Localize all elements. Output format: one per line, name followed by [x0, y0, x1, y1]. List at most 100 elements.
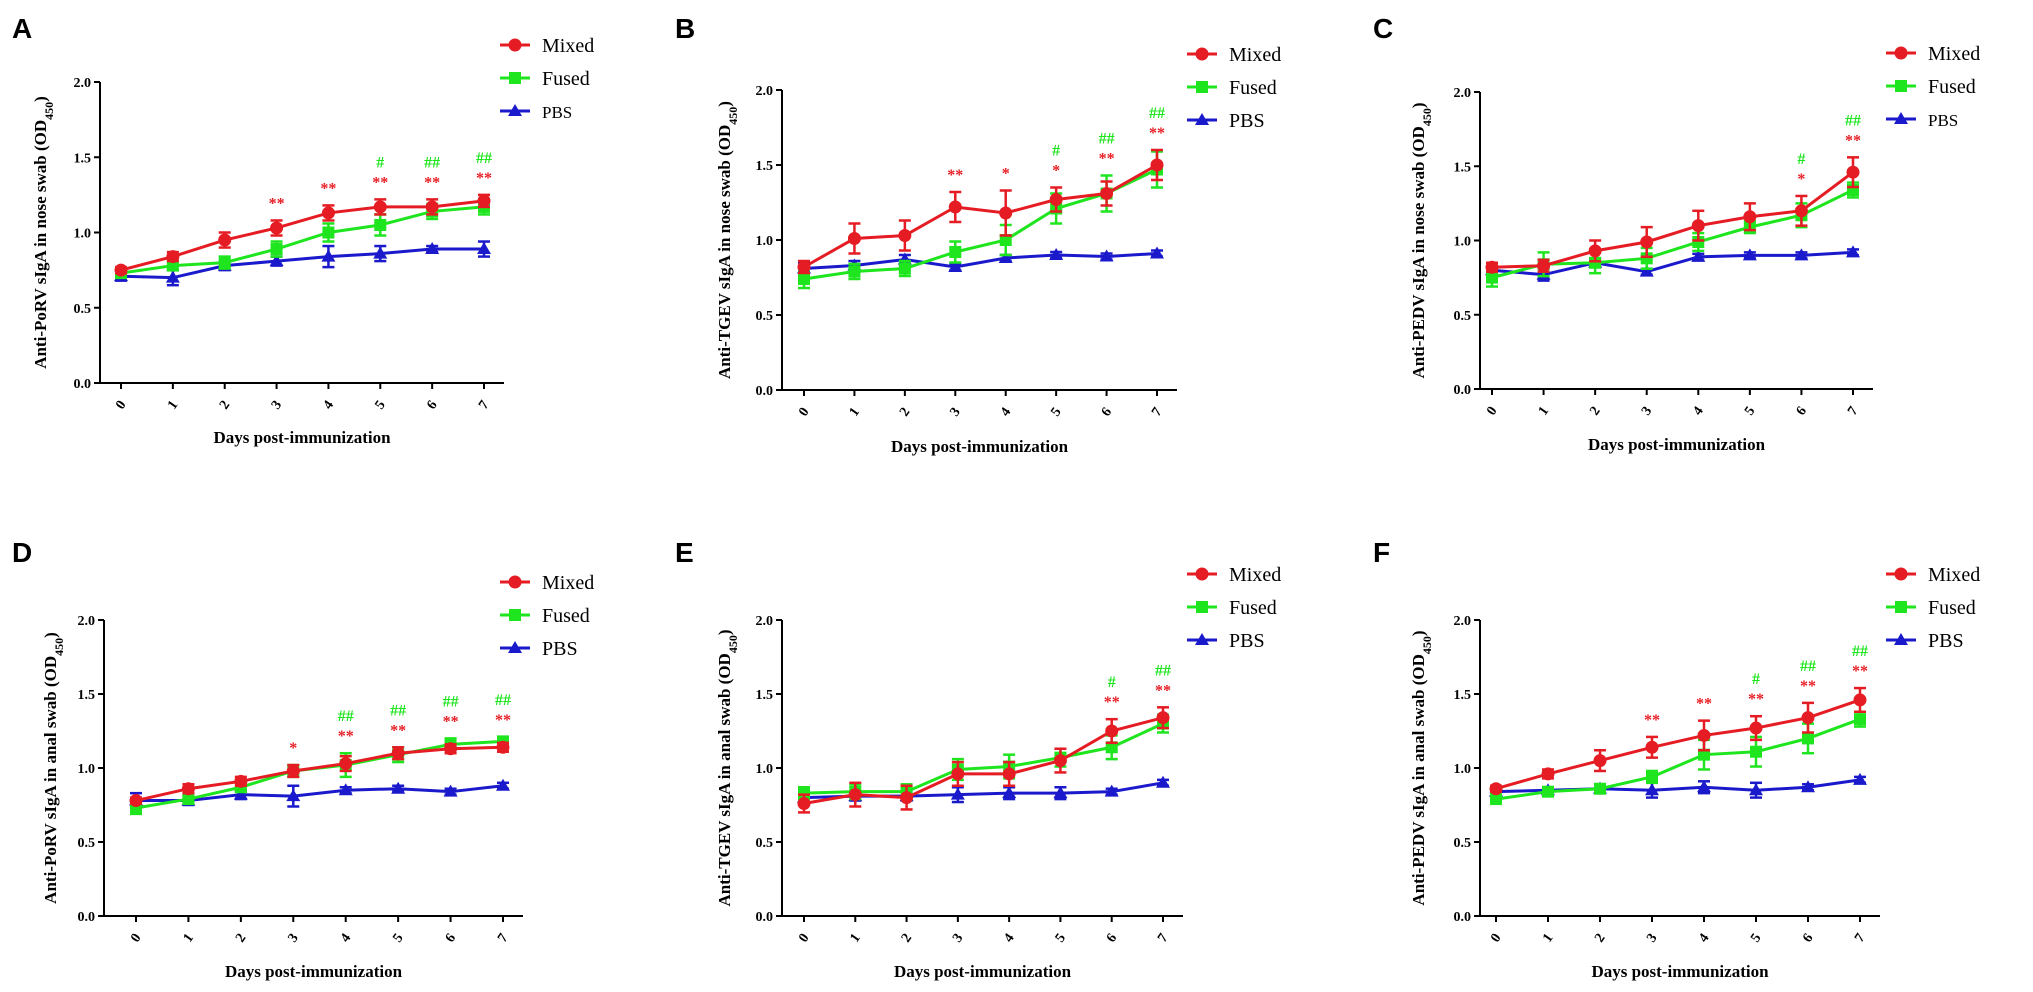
y-tick-label: 1.5 [74, 151, 92, 166]
pbs-point [373, 246, 388, 259]
x-tick-label: 6 [424, 398, 440, 412]
significance-mixed: ** [1644, 712, 1660, 729]
significance-fused: # [1752, 671, 1760, 688]
significance-fused: # [1797, 151, 1805, 168]
pbs-point [1853, 772, 1867, 785]
fused-point [1490, 793, 1502, 806]
fused-point [166, 259, 179, 272]
panel-b: B 0.0 0.5 1.0 1.5 2.0 0 1 2 3 4 5 6 7 Days post-immuni… [675, 13, 1281, 456]
significance-fused: ## [390, 702, 406, 719]
significance-mixed: ** [372, 174, 388, 191]
x-tick-label: 5 [390, 931, 406, 945]
significance-fused: ## [1845, 112, 1861, 129]
x-tick-label: 7 [1149, 405, 1165, 419]
legend-label-fused: Fused [542, 605, 590, 627]
fused-point [798, 787, 810, 800]
mixed-point [1053, 754, 1067, 768]
pbs-point [1002, 786, 1017, 799]
x-tick-label: 5 [373, 398, 389, 412]
y-tick-label: 0.5 [74, 302, 92, 317]
pbs-point [477, 242, 491, 255]
significance-fused: ## [1099, 131, 1115, 148]
significance-mixed: * [1002, 166, 1010, 183]
y-axis-label-main: Anti-PoRV sIgA in anal swab (OD [41, 656, 60, 904]
panel-letter: C [1373, 13, 1393, 44]
mixed-point [444, 742, 458, 756]
y-axis-label-end: ) [41, 632, 60, 638]
pbs-point [998, 251, 1013, 263]
fused-point [1692, 235, 1705, 248]
pbs-point [391, 781, 406, 794]
fused-point [1542, 785, 1554, 798]
panel-letter: D [12, 537, 32, 568]
y-axis-label-end: ) [31, 96, 50, 102]
legend: Mixed Fused PBS [1886, 564, 1980, 652]
fused-point [270, 243, 283, 256]
mixed-point [1593, 754, 1607, 768]
significance-mixed: * [1797, 171, 1805, 188]
y-axis-label: Anti-PoRV sIgA in anal swab (OD450) [41, 632, 66, 904]
fused-point [1105, 741, 1118, 754]
significance-fused: ## [1800, 658, 1816, 675]
legend-label-pbs: PBS [1928, 111, 1958, 130]
pbs-point [1156, 775, 1170, 788]
x-tick-label: 1 [181, 931, 197, 945]
significance-mixed: ** [495, 712, 511, 729]
y-axis-label-main: Anti-TGEV sIgA in anal swab (OD [715, 653, 734, 906]
legend-label-mixed: Mixed [1928, 43, 1980, 65]
legend: Mixed Fused PBS [1187, 564, 1281, 652]
y-tick-label: 0.0 [1454, 383, 1472, 398]
x-tick-label: 3 [948, 405, 964, 419]
pbs-point [1104, 784, 1119, 797]
y-axis-label-main: Anti-PEDV sIgA in anal swab (OD [1409, 654, 1428, 905]
series-fused [1490, 710, 1866, 806]
legend: Mixed Fused PBS [1886, 43, 1980, 130]
x-tick-label: 0 [1484, 404, 1500, 418]
x-axis-label: Days post-immunization [1591, 962, 1769, 981]
pbs-point [950, 787, 965, 800]
fused-point [1802, 732, 1814, 745]
x-tick-label: 5 [1748, 931, 1764, 945]
mixed-point [496, 740, 510, 754]
fused-point [848, 265, 861, 278]
fused-point [898, 262, 911, 275]
x-tick-label: 6 [1099, 405, 1115, 419]
x-tick-label: 2 [217, 398, 233, 412]
legend-label-mixed: Mixed [542, 572, 594, 594]
y-tick-label: 0.5 [1454, 836, 1472, 851]
x-tick-label: 1 [847, 405, 863, 419]
pbs-point [1195, 113, 1209, 125]
mixed-point [1485, 260, 1499, 274]
mixed-point [1853, 693, 1867, 707]
pbs-point [1894, 112, 1908, 124]
y-axis-label-end: ) [1409, 630, 1428, 636]
mixed-point [477, 194, 491, 208]
legend-label-fused: Fused [1928, 76, 1976, 98]
significance-mixed: * [1052, 163, 1060, 180]
y-axis-label-main: Anti-PoRV sIgA in nose swab (OD [31, 120, 50, 369]
series-mixed [797, 148, 1164, 275]
significance-mixed: * [289, 740, 297, 757]
pbs-point [1846, 245, 1860, 258]
mixed-point [391, 746, 405, 760]
mixed-point [1697, 728, 1711, 742]
y-axis-label: Anti-TGEV sIgA in anal swab (OD450) [715, 629, 740, 906]
legend-label-pbs: PBS [1229, 110, 1265, 132]
y-axis-label-main: Anti-PEDV sIgA in nose swab (OD [1409, 126, 1428, 378]
y-tick-label: 1.5 [1454, 688, 1472, 703]
x-tick-label: 3 [286, 931, 302, 945]
y-axis-label: Anti-PEDV sIgA in nose swab (OD450) [1409, 102, 1434, 378]
series-mixed [797, 706, 1170, 814]
panel-letter: B [675, 13, 695, 44]
pbs-point [948, 260, 963, 272]
fused-point [1486, 271, 1498, 284]
mixed-point [321, 206, 335, 220]
panel-letter: A [12, 13, 32, 44]
series-line-mixed [803, 716, 1164, 805]
fused-point [949, 246, 962, 258]
y-axis-label-end: ) [715, 629, 734, 635]
significance-mixed: ** [476, 170, 492, 187]
legend-label-pbs: PBS [1928, 630, 1964, 652]
y-tick-label: 0.0 [1454, 910, 1472, 925]
